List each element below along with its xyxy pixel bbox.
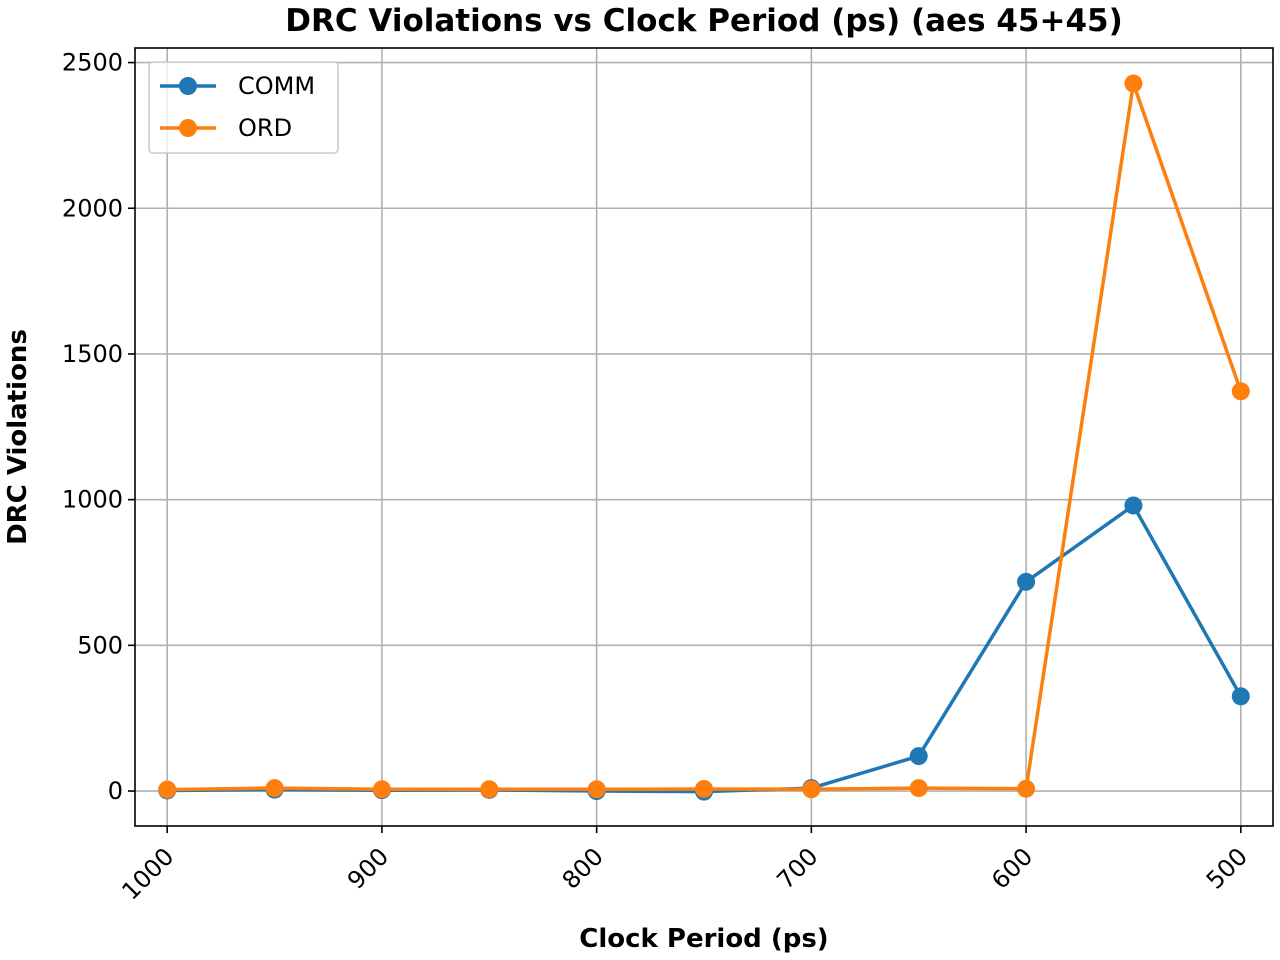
y-tick-label: 500 bbox=[77, 631, 123, 659]
legend-marker-comm bbox=[179, 77, 197, 95]
data-point-ord bbox=[265, 779, 284, 798]
data-point-ord bbox=[372, 780, 391, 799]
data-point-ord bbox=[1231, 382, 1250, 401]
y-tick-label: 1000 bbox=[62, 486, 123, 514]
plot-area-frame bbox=[134, 47, 1274, 827]
data-point-comm bbox=[1017, 572, 1036, 591]
y-tick-label: 0 bbox=[108, 777, 123, 805]
y-tick-label: 2000 bbox=[62, 194, 123, 222]
data-point-ord bbox=[1124, 74, 1143, 93]
chart-title: DRC Violations vs Clock Period (ps) (aes… bbox=[285, 3, 1123, 39]
y-axis-label: DRC Violations bbox=[3, 329, 33, 545]
y-tick-label: 1500 bbox=[62, 340, 123, 368]
data-point-ord bbox=[695, 779, 713, 798]
data-point-comm bbox=[1124, 496, 1143, 515]
data-point-ord bbox=[909, 779, 928, 798]
x-axis-label: Clock Period (ps) bbox=[579, 924, 828, 954]
data-point-ord bbox=[480, 780, 499, 799]
y-tick-label: 2500 bbox=[62, 49, 123, 77]
data-point-ord bbox=[587, 780, 606, 799]
data-point-comm bbox=[909, 747, 928, 766]
legend-marker-ord bbox=[179, 119, 197, 137]
series-layer bbox=[158, 74, 1250, 801]
data-point-ord bbox=[1017, 779, 1036, 798]
data-point-ord bbox=[802, 780, 821, 799]
legend: COMM ORD bbox=[148, 61, 339, 154]
data-point-comm bbox=[1231, 687, 1250, 706]
grid bbox=[135, 48, 1273, 826]
legend-label-ord: ORD bbox=[238, 114, 292, 142]
data-point-ord bbox=[158, 780, 177, 799]
legend-label-comm: COMM bbox=[238, 72, 315, 100]
series-ord bbox=[158, 74, 1250, 799]
